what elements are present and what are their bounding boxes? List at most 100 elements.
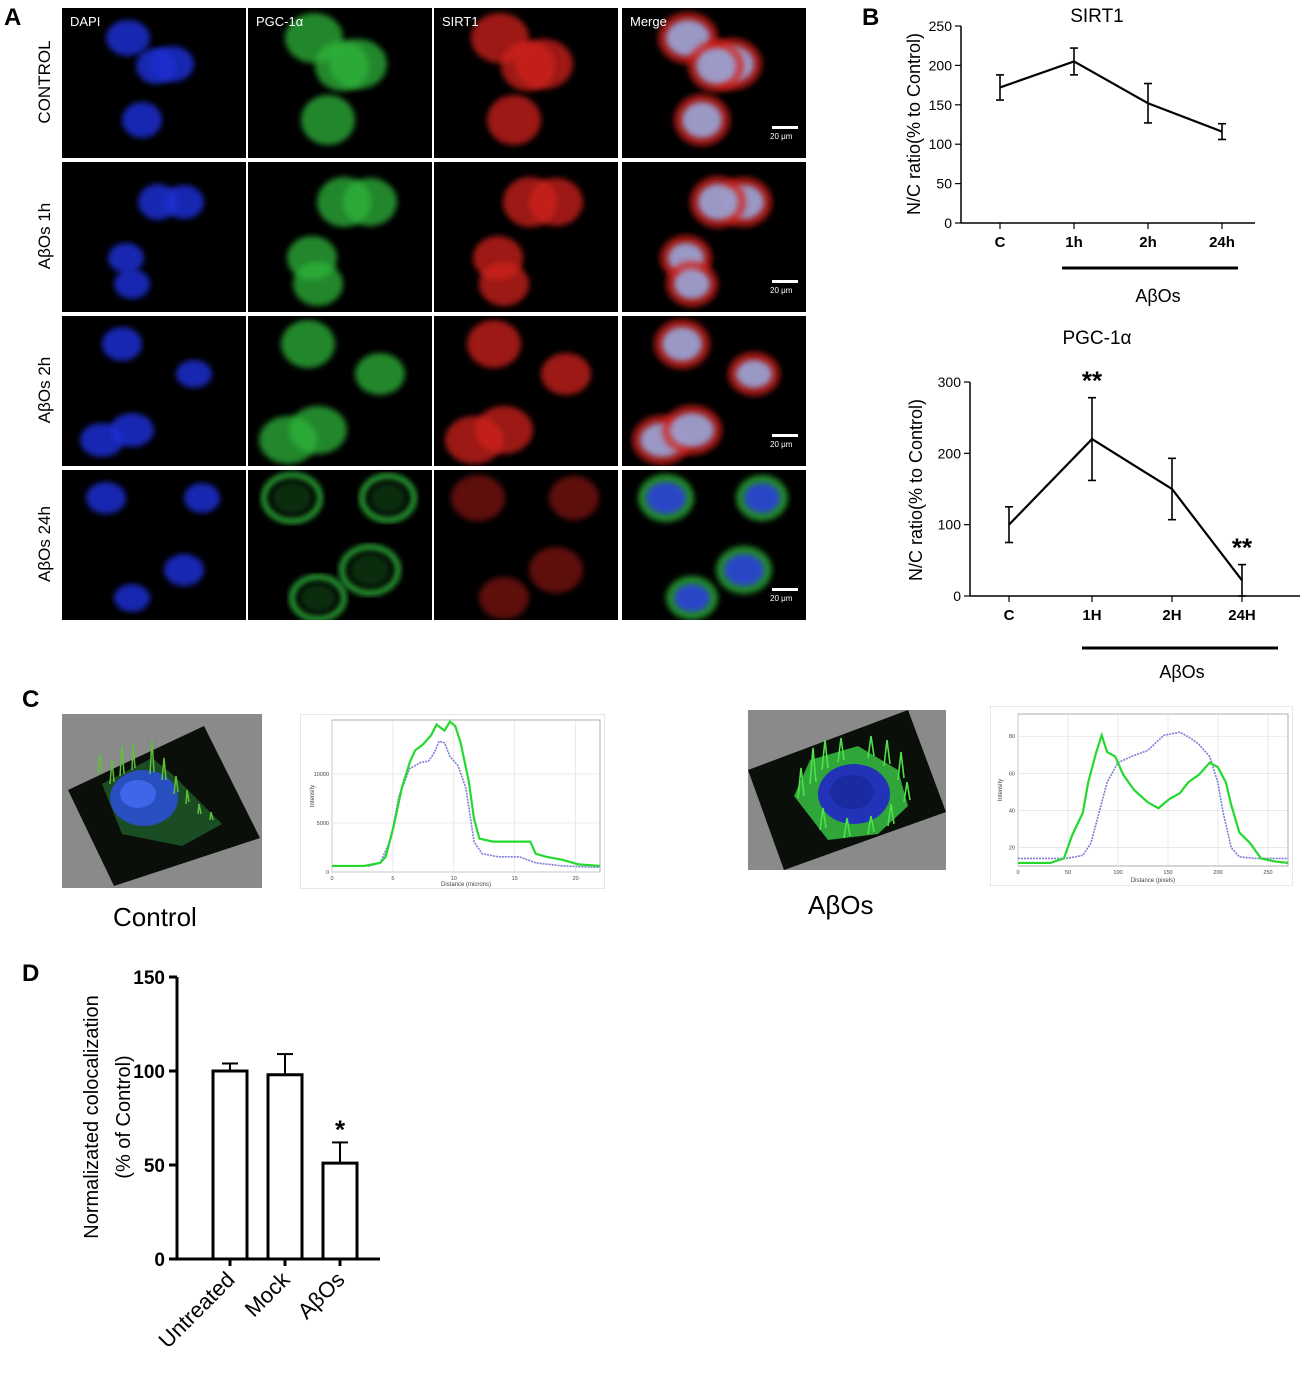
row-label-control: CONTROL <box>35 40 54 124</box>
cell <box>370 483 406 513</box>
y-tick-label: 20 <box>1009 845 1015 851</box>
nucleus <box>110 413 154 447</box>
micrograph-tile <box>248 162 432 312</box>
scale-bar-label: 20 μm <box>770 286 793 295</box>
cell <box>315 41 369 91</box>
x-tick-label: Untreated <box>154 1267 240 1353</box>
nucleus <box>106 20 150 56</box>
cell <box>300 584 336 612</box>
scale-bar: 20 μm <box>770 126 798 146</box>
x-tick-label: 24h <box>1209 234 1235 251</box>
micrograph-tile: 20 μm <box>622 470 806 620</box>
nucleus <box>114 584 150 612</box>
sirt1-chart: SIRT1 N/C ratio(% to Control) 0 50 100 150 2… <box>904 6 1255 306</box>
scale-bar: 20 μm <box>770 434 798 454</box>
x-tick-label: 250 <box>1263 870 1272 876</box>
profile-right-ylabel: Intensity <box>998 779 1004 801</box>
control-caption: Control <box>113 902 197 932</box>
y-tick-label: 60 <box>1009 771 1015 777</box>
pgc1a-bracket-label: AβOs <box>1159 662 1204 682</box>
cell <box>479 262 529 306</box>
bar <box>266 1073 304 1261</box>
scale-bar: 20 μm <box>770 280 798 300</box>
cell <box>289 574 347 620</box>
micrograph-tile: 20 μm <box>622 162 806 312</box>
cell <box>281 320 335 368</box>
nucleus <box>724 554 764 586</box>
panel-letter-b: B <box>862 4 880 31</box>
y-tick-label: 300 <box>938 374 962 390</box>
pgc1a-ylabel: N/C ratio(% to Control) <box>906 399 926 581</box>
micrograph-tile: 20 μm <box>622 316 806 466</box>
cell <box>355 353 405 395</box>
profile-left-xlabel: Distance (microns) <box>441 882 491 888</box>
bar-ylabel-line2: (% of Control) <box>113 1055 135 1178</box>
abetaos-intensity-profile: 0 50 100 150 200 250 20 40 60 80 Intensity Distan… <box>990 706 1293 886</box>
pgc1a-title: PGC-1α <box>1062 328 1131 349</box>
y-tick-label: 10000 <box>314 772 329 778</box>
x-tick-label: 10 <box>451 876 457 882</box>
nucleus <box>646 482 686 514</box>
x-tick-label: 20 <box>573 876 579 882</box>
x-tick-label: 1H <box>1082 607 1101 624</box>
nucleus <box>682 102 722 138</box>
cell <box>317 177 371 227</box>
x-tick-label: 150 <box>1163 870 1172 876</box>
y-tick-label: 5000 <box>317 821 329 827</box>
cell <box>467 320 521 368</box>
y-tick-label: 150 <box>133 968 165 989</box>
y-tick-label: 50 <box>144 1156 165 1177</box>
micrograph-tile: DAPI <box>62 8 246 158</box>
cell <box>501 41 555 91</box>
bar <box>321 1161 359 1261</box>
nucleus <box>736 360 772 388</box>
y-tick-label: 80 <box>1009 734 1015 740</box>
nucleus <box>122 102 162 138</box>
cell <box>359 473 417 523</box>
y-tick-label: 40 <box>1009 808 1015 814</box>
cell <box>301 95 355 145</box>
nucleus <box>674 269 710 299</box>
scale-bar-label: 20 μm <box>770 594 793 603</box>
micrograph-tile <box>62 316 246 466</box>
cell <box>503 177 557 227</box>
column-label: SIRT1 <box>442 14 479 29</box>
column-label: PGC-1α <box>256 14 304 29</box>
y-tick-label: 100 <box>938 517 962 533</box>
nucleus <box>114 269 150 299</box>
micrograph-tile: PGC-1α <box>248 8 432 158</box>
nucleus <box>184 483 220 513</box>
colocalization-bar-chart: Normalizated colocalization (% of Contro… <box>81 968 380 1353</box>
significance-label: ** <box>1082 366 1103 396</box>
x-tick-label: 0 <box>1016 870 1019 876</box>
nucleus <box>670 413 714 447</box>
nucleus <box>102 327 142 361</box>
nucleus <box>138 184 178 220</box>
x-tick-label: 5 <box>391 876 394 882</box>
y-tick-label: 0 <box>326 870 329 876</box>
cell <box>541 353 591 395</box>
cell <box>487 95 541 145</box>
nucleus <box>176 360 212 388</box>
series-line <box>999 60 1223 133</box>
scale-bar-label: 20 μm <box>770 132 793 141</box>
cell <box>451 475 505 521</box>
y-tick-label: 0 <box>953 588 961 604</box>
abetaos-caption: AβOs <box>808 890 874 920</box>
x-tick-label: AβOs <box>293 1267 350 1324</box>
column-label: Merge <box>630 14 667 29</box>
profile-left-ylabel: Intensity <box>310 785 316 807</box>
nucleus <box>696 48 736 84</box>
panel-letter-c: C <box>22 686 40 713</box>
pgc1a-chart: PGC-1α N/C ratio(% to Control) 0 100 200 30… <box>906 328 1300 682</box>
column-label: DAPI <box>70 14 101 29</box>
nucleus <box>86 482 126 514</box>
y-tick-label: 200 <box>929 57 953 73</box>
micrograph-tile <box>62 162 246 312</box>
sirt1-bracket-label: AβOs <box>1135 286 1180 306</box>
bar <box>211 1069 249 1261</box>
x-tick-label: 200 <box>1213 870 1222 876</box>
x-tick-label: 0 <box>330 876 333 882</box>
nucleus <box>164 554 204 586</box>
row-label-24h: AβOs 24h <box>35 506 54 582</box>
